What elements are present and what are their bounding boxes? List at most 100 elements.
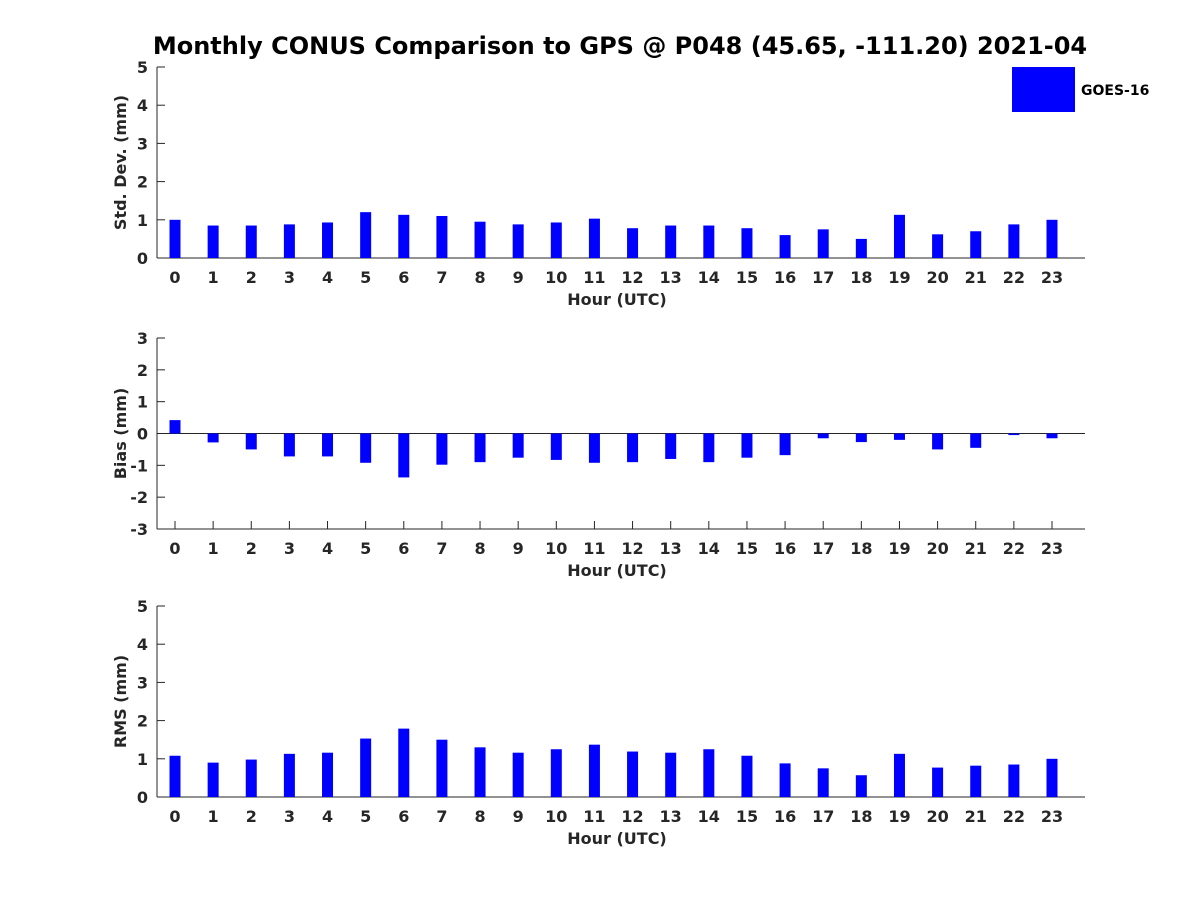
rms-bar (627, 751, 639, 797)
bias-bar (360, 433, 372, 463)
std-dev-bar (512, 224, 524, 258)
rms-bar (1046, 758, 1058, 797)
bias-bar (817, 433, 829, 439)
std-dev-bar (436, 215, 448, 258)
bias-x-tick-label: 16 (774, 539, 796, 558)
rms-bar (703, 749, 715, 797)
bias-bar (207, 433, 219, 443)
std-dev-x-tick-label: 22 (1003, 268, 1025, 287)
bias-bar (703, 433, 715, 463)
std-dev-bar (1046, 219, 1058, 258)
rms-bar (207, 762, 219, 797)
bias-x-tick-label: 22 (1003, 539, 1025, 558)
bias-bar (893, 433, 905, 440)
std-dev-bar (932, 234, 944, 258)
bias-x-tick-label: 8 (474, 539, 485, 558)
std-dev-bar (474, 221, 486, 258)
rms-x-tick-label: 11 (583, 807, 605, 826)
std-dev-bar (779, 235, 791, 258)
bias-bar (932, 433, 944, 450)
rms-bar (436, 739, 448, 797)
std-dev-x-tick-label: 4 (322, 268, 333, 287)
std-dev-y-tick-label: 2 (137, 173, 148, 192)
rms-bar (970, 765, 982, 797)
rms-x-tick-label: 8 (474, 807, 485, 826)
bias-y-tick-label: 2 (137, 361, 148, 380)
std-dev-x-tick-label: 19 (888, 268, 910, 287)
rms-x-tick-label: 4 (322, 807, 333, 826)
rms-y-tick-label: 0 (137, 788, 148, 807)
bias-y-tick-label: -2 (130, 488, 148, 507)
rms-bar (398, 728, 410, 797)
legend-label: GOES-16 (1081, 83, 1149, 99)
std-dev-y-tick-label: 1 (137, 211, 148, 230)
bias-y-tick-label: 0 (137, 425, 148, 444)
rms-bar (741, 755, 753, 797)
std-dev-bar (169, 219, 181, 258)
bias-bar (474, 433, 486, 463)
bias-x-tick-label: 4 (322, 539, 333, 558)
std-dev-x-tick-label: 8 (474, 268, 485, 287)
rms-x-tick-label: 3 (284, 807, 295, 826)
std-dev-y-axis-label: Std. Dev. (mm) (111, 95, 130, 230)
bias-x-tick-label: 14 (698, 539, 720, 558)
std-dev-bar (550, 222, 562, 258)
std-dev-x-tick-label: 20 (926, 268, 948, 287)
bias-x-tick-label: 23 (1041, 539, 1063, 558)
rms-x-tick-label: 5 (360, 807, 371, 826)
bias-x-tick-label: 21 (965, 539, 987, 558)
rms-y-tick-label: 4 (137, 635, 148, 654)
rms-x-tick-label: 13 (660, 807, 682, 826)
std-dev-bar (665, 225, 677, 258)
rms-x-tick-label: 23 (1041, 807, 1063, 826)
rms-x-tick-label: 0 (169, 807, 180, 826)
rms-x-tick-label: 7 (436, 807, 447, 826)
legend: GOES-16 (1012, 67, 1149, 112)
bias-y-axis-label: Bias (mm) (111, 388, 130, 480)
std-dev-bar (970, 231, 982, 258)
bias-x-tick-label: 2 (246, 539, 257, 558)
std-dev-x-tick-label: 2 (246, 268, 257, 287)
bias-bar (512, 433, 524, 458)
rms-x-tick-label: 14 (698, 807, 720, 826)
std-dev-bar (893, 214, 905, 258)
std-dev-bar (1008, 224, 1020, 258)
bias-y-tick-label: 3 (137, 329, 148, 348)
bias-bar (665, 433, 677, 459)
std-dev-x-tick-label: 9 (513, 268, 524, 287)
bias-x-tick-label: 13 (660, 539, 682, 558)
rms-x-tick-label: 22 (1003, 807, 1025, 826)
bias-bar (436, 433, 448, 465)
std-dev-y-tick-label: 3 (137, 134, 148, 153)
std-dev-bar (398, 214, 410, 258)
bias-y-tick-label: 1 (137, 393, 148, 412)
std-dev-x-tick-label: 12 (621, 268, 643, 287)
std-dev-bar (627, 228, 639, 258)
std-dev-x-tick-label: 13 (660, 268, 682, 287)
bias-x-tick-label: 5 (360, 539, 371, 558)
bias-x-tick-label: 12 (621, 539, 643, 558)
std-dev-x-tick-label: 6 (398, 268, 409, 287)
bias-bar (283, 433, 295, 457)
std-dev-bar (322, 222, 334, 258)
bias-bar (970, 433, 982, 448)
std-dev-x-tick-label: 16 (774, 268, 796, 287)
rms-x-tick-label: 1 (208, 807, 219, 826)
std-dev-bar (360, 212, 372, 258)
rms-bar (322, 752, 334, 797)
rms-bar (245, 759, 257, 797)
std-dev-bar (207, 225, 219, 258)
bias-bar (322, 433, 334, 457)
rms-x-axis-label: Hour (UTC) (567, 829, 667, 848)
std-dev-x-tick-label: 10 (545, 268, 567, 287)
std-dev-x-tick-label: 18 (850, 268, 872, 287)
rms-bar (779, 763, 791, 797)
std-dev-x-tick-label: 21 (965, 268, 987, 287)
bias-y-tick-label: -3 (130, 520, 148, 539)
bias-x-tick-label: 7 (436, 539, 447, 558)
std-dev-bar (817, 229, 829, 258)
rms-y-tick-label: 3 (137, 673, 148, 692)
std-dev-x-tick-label: 15 (736, 268, 758, 287)
bias-bar (627, 433, 639, 463)
